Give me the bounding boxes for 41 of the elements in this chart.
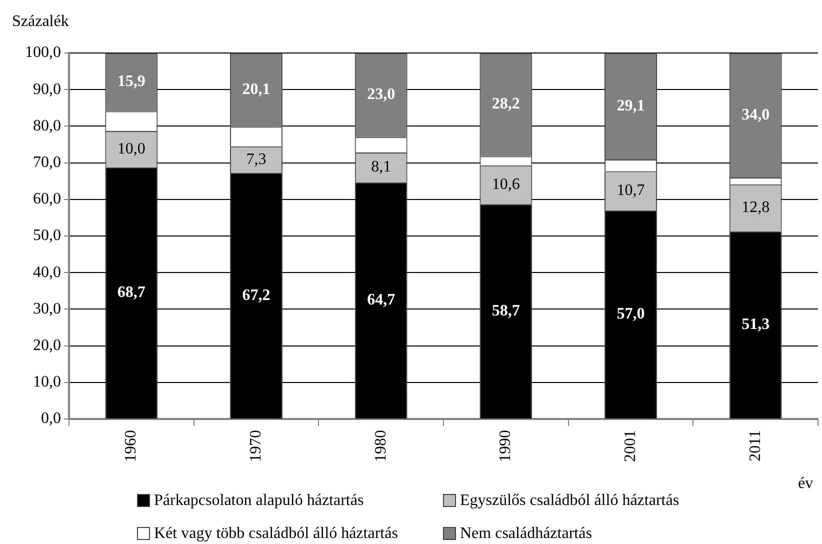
data-label: 7,3 [246, 150, 266, 168]
data-label: 67,2 [242, 286, 270, 304]
x-axis-title: év [798, 475, 814, 492]
data-label: 28,2 [492, 96, 520, 113]
data-label: 15,9 [117, 73, 146, 90]
data-label: 29,1 [616, 97, 645, 114]
data-label: 12,8 [742, 199, 770, 216]
data-label: 51,3 [742, 316, 770, 334]
y-tick-label: 70,0 [33, 154, 61, 172]
y-tick-label: 10,0 [33, 374, 61, 391]
data-label: 10,0 [117, 140, 146, 158]
data-label: 10,6 [492, 176, 520, 193]
y-tick-label: 90,0 [33, 80, 61, 98]
x-tick-label: 2011 [746, 430, 764, 462]
data-label: 34,0 [742, 106, 770, 124]
y-tick-label: 50,0 [33, 227, 61, 244]
data-label: 8,1 [371, 158, 392, 176]
legend-label: Párkapcsolaton alapuló háztartás [154, 492, 364, 510]
x-tick-label: 2001 [622, 430, 639, 462]
legend-label: Két vagy több családból álló háztartás [154, 524, 398, 542]
data-label: 57,0 [616, 306, 645, 323]
y-tick-label: 80,0 [33, 117, 61, 134]
legend-label: Nem családháztartás [460, 524, 592, 542]
data-label: 64,7 [367, 291, 396, 308]
y-tick-label: 100,0 [25, 44, 61, 62]
y-tick-label: 20,0 [33, 337, 61, 354]
y-tick-label: 60,0 [33, 190, 61, 208]
legend-label: Egyszülős családból álló háztartás [460, 492, 680, 510]
x-tick-label: 1970 [247, 430, 264, 462]
x-tick-label: 1980 [372, 430, 390, 462]
y-tick-label: 40,0 [33, 264, 61, 281]
x-tick-label: 1990 [497, 430, 514, 462]
y-tick-label: 0,0 [41, 410, 61, 428]
data-label: 10,7 [616, 182, 645, 199]
data-label: 58,7 [492, 302, 520, 320]
y-axis-title: Százalék [12, 13, 69, 30]
x-tick-label: 1960 [122, 430, 140, 462]
y-tick-label: 30,0 [33, 300, 61, 318]
data-label: 23,0 [367, 86, 396, 104]
data-label: 20,1 [242, 80, 270, 98]
data-label: 68,7 [117, 284, 146, 302]
